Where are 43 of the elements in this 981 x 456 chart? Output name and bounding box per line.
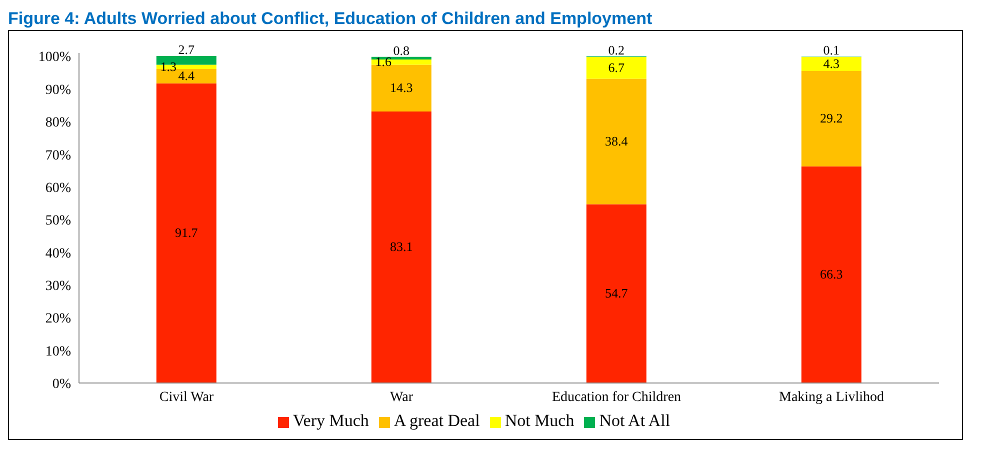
- y-tick-label: 0%: [52, 376, 72, 392]
- y-tick-label: 90%: [45, 82, 72, 98]
- data-label: 66.3: [820, 266, 843, 282]
- bar: [801, 70, 862, 166]
- y-tick-label: 70%: [45, 148, 72, 164]
- bar: [586, 204, 646, 383]
- data-label: 0.2: [608, 42, 625, 58]
- bar: [371, 64, 432, 112]
- legend-label: A great Deal: [394, 411, 480, 430]
- legend-label: Not Much: [504, 411, 574, 430]
- data-label: 0.8: [393, 42, 410, 58]
- data-label: 6.7: [608, 60, 626, 75]
- bar: [156, 83, 216, 383]
- y-tick-label: 10%: [45, 344, 72, 360]
- y-tick-label: 20%: [45, 312, 72, 327]
- x-tick-label: Making a Livlihod: [779, 390, 884, 405]
- bar: [586, 56, 646, 79]
- x-tick-label: Civil War: [159, 390, 214, 405]
- legend-label: Not At All: [599, 411, 670, 430]
- bar: [371, 111, 432, 383]
- bar: [586, 78, 646, 204]
- y-tick-label: 30%: [45, 278, 72, 294]
- bar: [801, 166, 862, 383]
- data-label: 0.1: [823, 42, 840, 58]
- y-tick-label: 40%: [45, 246, 72, 262]
- y-tick-label: 50%: [45, 214, 72, 229]
- x-tick-label: Education for Children: [552, 390, 682, 405]
- data-label: 29.2: [820, 110, 843, 126]
- chart-title: Figure 4: Adults Worried about Conflict, Education of Children and Employment: [8, 8, 654, 30]
- y-tick-label: 80%: [45, 116, 72, 131]
- data-label: 38.4: [605, 134, 628, 149]
- data-label: 14.3: [390, 80, 413, 96]
- y-tick-label: 100%: [38, 50, 72, 66]
- data-label: 91.7: [175, 225, 198, 240]
- data-label: 54.7: [605, 286, 628, 301]
- bar: [801, 56, 862, 71]
- data-label: 83.1: [390, 239, 413, 254]
- legend-label: Very Much: [292, 411, 369, 430]
- x-tick-label: War: [390, 390, 414, 405]
- data-label: 2.7: [178, 42, 196, 57]
- data-label: 4.3: [823, 56, 840, 71]
- data-label: 4.4: [178, 68, 196, 84]
- y-tick-label: 60%: [45, 180, 72, 196]
